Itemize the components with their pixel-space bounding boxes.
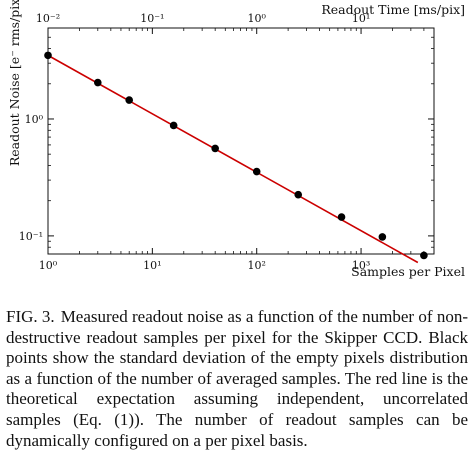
top-x-tick-label: 10¹	[352, 12, 370, 25]
x-tick-label: 10¹	[143, 259, 161, 272]
data-point	[44, 51, 52, 60]
theory-line	[47, 54, 419, 264]
data-point	[337, 213, 346, 221]
x-axis-label: Samples per Pixel	[351, 264, 465, 279]
minor-ticks	[48, 27, 435, 255]
data-point	[169, 121, 178, 130]
top-x-tick-label: 10⁻¹	[140, 12, 164, 25]
data-point	[294, 190, 303, 199]
figure: 10⁰ 10¹ 10² 10³ 10⁻² 10⁻¹ 10⁰ 10¹ 10⁻¹ 10⁰ Sample…	[7, 0, 465, 279]
top-x-tick-label: 10⁻²	[36, 12, 60, 25]
data-point	[420, 251, 428, 260]
y-tick-label: 10⁰	[25, 113, 44, 126]
caption-label: FIG. 3.	[6, 307, 55, 326]
plot-frame	[47, 27, 435, 255]
data-point	[252, 167, 261, 176]
data-point	[93, 78, 102, 87]
y-axis-label: Readout Noise [e⁻ rms/pix]	[7, 0, 22, 166]
series-layer	[44, 51, 428, 264]
x-tick-label: 10²	[247, 259, 265, 272]
x-tick-label: 10³	[352, 259, 370, 272]
caption-text: Measured readout noise as a function of …	[6, 307, 468, 450]
major-ticks	[47, 28, 434, 254]
data-point	[378, 233, 387, 241]
y-tick-label: 10⁻¹	[19, 230, 43, 243]
figure-caption: FIG. 3. Measured readout noise as a funct…	[6, 307, 468, 451]
data-point	[125, 96, 134, 104]
readout-noise-chart: 10⁰ 10¹ 10² 10³ 10⁻² 10⁻¹ 10⁰ 10¹ 10⁻¹ 10⁰ Sample…	[7, 0, 465, 279]
data-point	[211, 144, 219, 153]
tick-labels: 10⁰ 10¹ 10² 10³ 10⁻² 10⁻¹ 10⁰ 10¹ 10⁻¹ 10⁰	[19, 12, 370, 272]
x-tick-label: 10⁰	[39, 259, 58, 272]
top-x-axis-label: Readout Time [ms/pix]	[321, 2, 465, 17]
top-x-tick-label: 10⁰	[247, 12, 266, 25]
